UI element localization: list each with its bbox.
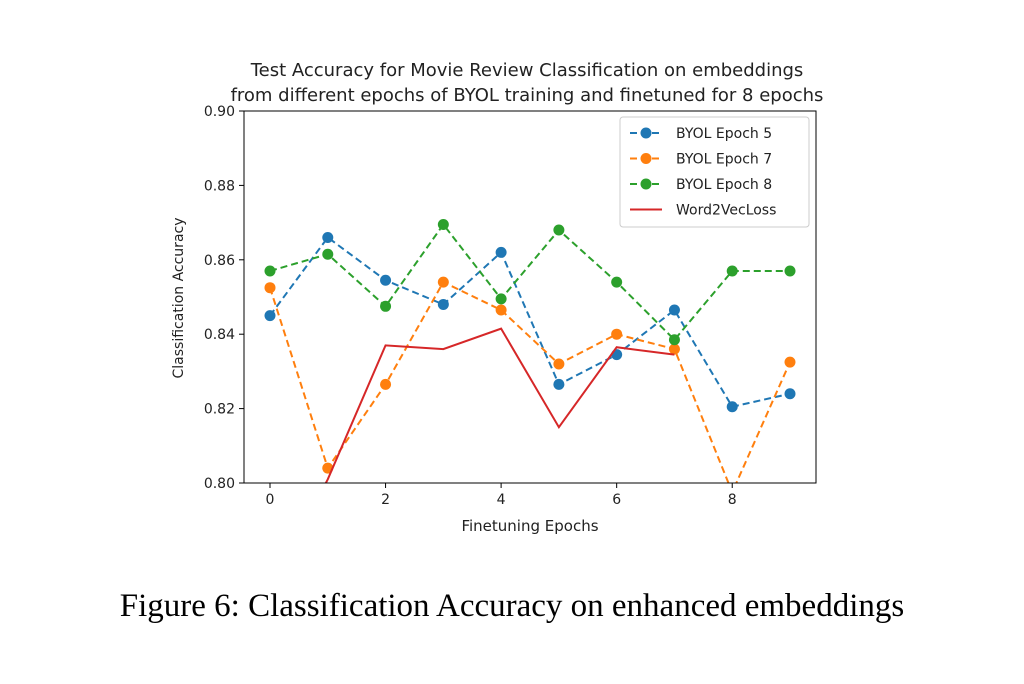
data-point <box>264 282 276 294</box>
y-axis-label: Classification Accuracy <box>171 218 187 379</box>
data-point <box>437 218 449 230</box>
y-tick-label: 0.86 <box>204 253 235 269</box>
data-point <box>784 388 796 400</box>
axis-ticks: 0 2 4 6 8 0.80 0.82 0.84 0.86 0.88 0.90 <box>204 104 737 508</box>
data-point <box>380 300 392 312</box>
x-tick-label: 8 <box>728 492 737 508</box>
data-point <box>611 328 623 340</box>
data-point <box>264 310 276 322</box>
data-point <box>553 224 565 236</box>
legend-label: Word2VecLoss <box>676 203 776 219</box>
data-point <box>437 298 449 310</box>
data-point <box>437 276 449 288</box>
legend: BYOL Epoch 5 BYOL Epoch 7 BYOL Epoch 8 Word… <box>619 116 810 228</box>
legend-label: BYOL Epoch 5 <box>676 126 772 142</box>
data-point <box>726 401 738 413</box>
y-tick-label: 0.88 <box>204 178 235 194</box>
legend-marker <box>640 127 652 139</box>
data-point <box>726 265 738 277</box>
plot-frame <box>243 110 817 484</box>
data-point <box>495 293 507 305</box>
data-point <box>611 349 623 361</box>
data-point <box>495 246 507 258</box>
data-point <box>495 304 507 316</box>
data-point <box>264 265 276 277</box>
legend-label: BYOL Epoch 7 <box>676 152 772 168</box>
series-line-4 <box>324 327 675 483</box>
legend-label: BYOL Epoch 8 <box>676 177 772 193</box>
x-tick-label: 2 <box>381 492 390 508</box>
line-chart: Test Accuracy for Movie Review Classific… <box>171 60 824 535</box>
data-point <box>784 356 796 368</box>
plot-area <box>264 218 796 483</box>
data-point <box>553 358 565 370</box>
x-axis-label: Finetuning Epochs <box>461 517 598 535</box>
data-point <box>322 248 334 260</box>
x-tick-label: 0 <box>266 492 275 508</box>
y-tick-label: 0.80 <box>204 476 235 492</box>
x-tick-label: 4 <box>497 492 506 508</box>
data-point <box>668 343 680 355</box>
y-tick-label: 0.84 <box>204 327 235 343</box>
figure-caption: Figure 6: Classification Accuracy on enh… <box>119 588 905 624</box>
data-point <box>668 304 680 316</box>
series-line-1 <box>269 236 791 408</box>
y-tick-label: 0.90 <box>204 104 235 120</box>
legend-box <box>619 116 810 228</box>
x-tick-label: 6 <box>612 492 621 508</box>
data-point <box>553 378 565 390</box>
data-point <box>668 334 680 346</box>
data-point <box>380 378 392 390</box>
data-point <box>380 274 392 286</box>
legend-marker <box>640 153 652 164</box>
series-line-2 <box>269 280 791 483</box>
data-point <box>784 265 796 277</box>
y-tick-label: 0.82 <box>204 402 235 418</box>
chart-title-line-2: from different epochs of BYOL training a… <box>231 85 824 106</box>
legend-marker <box>640 178 652 190</box>
series-line-3 <box>269 222 790 342</box>
data-point <box>611 276 623 288</box>
chart-title-line-1: Test Accuracy for Movie Review Classific… <box>250 60 804 81</box>
data-point <box>322 231 334 243</box>
